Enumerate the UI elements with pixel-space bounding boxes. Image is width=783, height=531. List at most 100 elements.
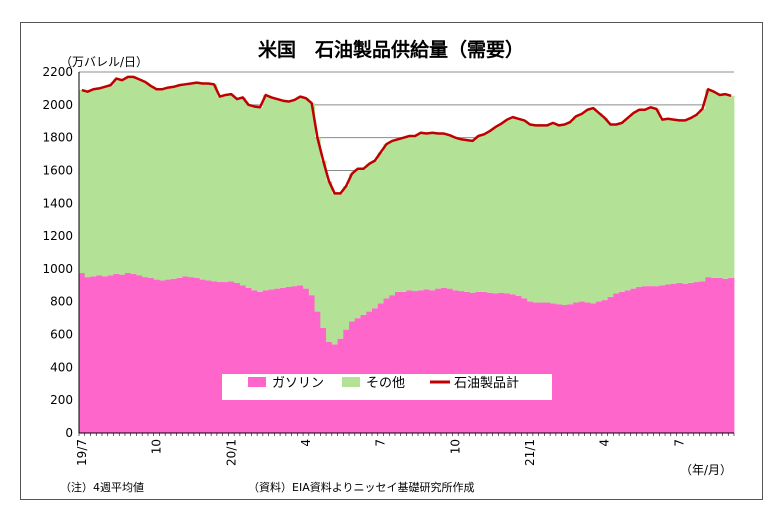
other-bar [193,82,201,278]
other-bar [326,181,333,342]
gasoline-bar [596,301,603,433]
source-text: （資料）EIA資料よりニッセイ基礎研究所作成 [248,480,475,494]
other-bar [389,140,396,296]
other-bar [527,124,534,302]
gasoline-bar [153,279,160,433]
gasoline-bar [590,303,597,433]
gasoline-bar [107,275,114,433]
plot-area [79,71,735,434]
gasoline-bar [412,291,419,433]
other-bar [647,107,654,287]
gasoline-bar [555,304,563,433]
gasoline-bar [239,285,247,433]
gasoline-bar [245,287,252,433]
other-bar [670,119,677,284]
other-bar [96,88,103,276]
x-tick-label: 19/7 [75,439,89,466]
other-bar [665,118,672,285]
other-bar [630,113,637,289]
other-bar [343,186,350,330]
other-bar [642,109,649,287]
other-bar [412,135,419,292]
gasoline-bar [395,291,402,433]
x-tick-label: 7 [672,439,686,447]
other-bar [509,117,517,295]
gasoline-bar [647,286,654,433]
other-bar [280,100,287,288]
gasoline-bar [711,277,718,433]
other-bar [245,104,252,288]
gasoline-bar [624,290,631,433]
other-bar [142,81,149,278]
other-bar [584,109,591,303]
gasoline-bar [268,289,275,433]
other-bar [676,120,683,283]
other-bar [257,107,264,292]
gasoline-bar [291,286,298,433]
gasoline-bar [193,277,201,433]
other-bar [130,76,137,274]
gasoline-bar [486,292,494,433]
gasoline-bar [119,274,126,433]
other-bar [268,97,275,290]
x-tick-label: 7 [374,439,388,447]
y-tick-label: 1800 [42,131,73,145]
other-bar [711,91,718,278]
gasoline-bar [285,286,292,433]
gasoline-bar [446,288,453,433]
other-bar [417,132,425,291]
gasoline-bar [682,283,689,433]
other-bar [596,113,603,302]
other-bar [165,87,172,280]
other-bar [285,101,292,287]
gasoline-bar [406,290,413,433]
other-bar [119,80,126,275]
other-bar [205,83,212,281]
gasoline-bar [469,292,476,433]
gasoline-bar [670,283,677,433]
legend-label: その他 [366,376,405,391]
gasoline-bar [567,304,574,433]
other-bar [458,139,465,292]
other-bar [308,103,315,296]
other-bar [136,79,143,276]
gasoline-bar [573,302,580,433]
gasoline-bar [308,295,315,433]
x-tick-label: 10 [150,439,164,454]
other-bar [601,117,608,301]
gasoline-bar [716,277,723,433]
other-bar [504,119,511,294]
gasoline-bar [199,279,206,433]
other-bar [320,160,327,328]
other-bar [699,108,706,282]
gasoline-bar [699,281,706,433]
axes: 0 200 400 600 800 1000 1200 1400 1600 1800 2000 220… [42,65,735,466]
gasoline-bar [435,288,442,433]
other-bar [222,94,229,283]
other-bar [406,135,413,291]
gasoline-bar [705,277,712,433]
x-tick-label: 4 [299,439,313,447]
gasoline-bar [538,302,545,433]
other-bar [469,140,476,293]
other-bar [544,125,551,303]
gasoline-bar [170,278,178,433]
other-bar [550,122,557,304]
legend: ガソリン その他 石油製品計 [222,374,552,400]
legend-box [222,374,552,400]
gasoline-bar [297,285,304,433]
y-tick-label: 800 [50,295,73,309]
other-bar [239,97,247,286]
gasoline-bar [515,295,522,433]
other-bar [349,173,356,322]
gasoline-bar [389,295,396,433]
gasoline-bar [665,284,672,433]
other-bar [515,118,522,296]
other-bar [446,135,453,289]
y-tick-label: 0 [65,426,73,440]
other-bar [728,95,735,278]
gasoline-bar [452,290,459,433]
gasoline-bar [101,276,109,433]
gasoline-bar [688,282,695,433]
other-bar [636,109,643,287]
